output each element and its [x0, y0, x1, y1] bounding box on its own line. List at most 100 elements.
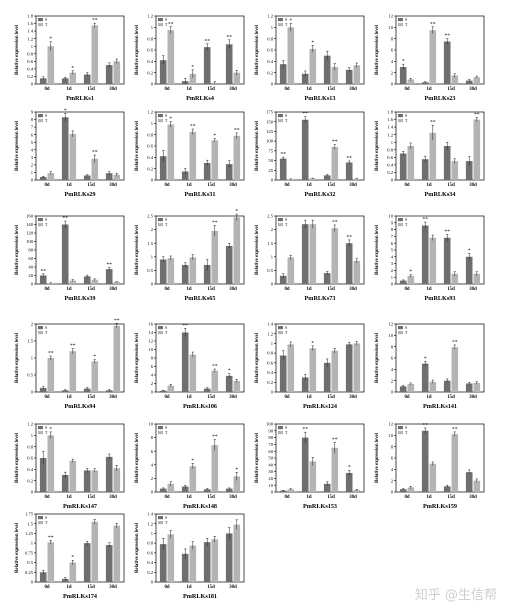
bar-0d-s [39, 275, 47, 284]
x-tick-label: 0d [404, 183, 409, 188]
y-axis-label: Relative expression level [15, 332, 20, 383]
y-tick-label: 0.8 [147, 132, 153, 137]
significance-mark: ** [346, 234, 352, 240]
y-tick-label: 10 [148, 422, 153, 427]
y-tick-label: 0.8 [267, 351, 273, 356]
y-axis-label: Relative expression level [255, 120, 260, 171]
y-tick-label: 0 [31, 282, 34, 287]
y-tick-label: 100 [266, 139, 274, 144]
legend-label: S [285, 218, 287, 222]
significance-mark: * [191, 64, 194, 70]
y-tick-label: 2 [31, 162, 34, 167]
y-tick-label: 0.8 [147, 541, 153, 546]
legend-swatch [38, 23, 43, 27]
y-tick-label: 0.6 [27, 59, 33, 64]
significance-mark: ** [430, 120, 436, 126]
legend-swatch [278, 218, 283, 222]
y-tick-label: 0.6 [147, 48, 153, 53]
legend-swatch [278, 431, 283, 435]
bar-1d-t [429, 463, 437, 492]
axes-frame [155, 215, 245, 285]
x-tick-label: 0d [44, 495, 49, 500]
bar-0d-s [159, 390, 167, 392]
bar-0d-t [407, 275, 415, 284]
chart-pmrlks73: 0 0.5 1 1.5 2 2.5 Relative expression level 0d 1… [255, 214, 365, 302]
y-tick-label: 40 [28, 265, 33, 270]
y-tick-label: 8 [31, 117, 34, 122]
y-tick-label: 2 [391, 268, 394, 273]
bar-1d-t [429, 30, 437, 85]
y-tick-label: 0.6 [147, 144, 153, 149]
x-tick-label: 15d [87, 87, 95, 92]
legend-label: S [165, 18, 167, 22]
bar-1d-t [189, 466, 197, 492]
x-tick-label: 15d [327, 183, 335, 188]
significance-mark: ** [106, 262, 112, 268]
legend-swatch [158, 218, 163, 222]
y-tick-label: 0.5 [147, 268, 153, 273]
chart-pmrlks13: 0 0.2 0.4 0.6 0.8 1 1.2 Relative expression lev… [255, 14, 365, 102]
x-tick-label: 1d [306, 395, 311, 400]
axes-frame [155, 423, 245, 493]
x-tick-label: 1d [186, 287, 191, 292]
bar-1d-t [69, 562, 77, 582]
bar-0d-t [287, 27, 295, 84]
bar-1d-t [429, 237, 437, 284]
significance-mark: * [71, 555, 74, 561]
bar-0d-s [39, 572, 47, 582]
significance-mark: ** [212, 220, 218, 226]
bar-1d-t [69, 351, 77, 392]
significance-mark: ** [302, 427, 308, 433]
legend-label: S [165, 218, 167, 222]
y-tick-label: 0 [391, 282, 394, 287]
bar-15d-s [83, 276, 91, 284]
bar-0d-s [279, 355, 287, 392]
legend-label: S [45, 516, 47, 520]
legend-swatch [38, 521, 43, 525]
bar-1d-s [61, 117, 69, 180]
x-tick-label: 30d [229, 183, 237, 188]
y-tick-label: 0 [151, 580, 154, 585]
y-tick-label: 1.2 [267, 14, 273, 19]
significance-mark: ** [48, 350, 54, 356]
bar-15d-s [203, 388, 211, 392]
y-axis-label: Relative expression level [255, 24, 260, 75]
axes-frame [395, 15, 485, 85]
legend-swatch [38, 114, 43, 118]
panel-pmrlks73: 0 0.5 1 1.5 2 2.5 Relative expression level 0d 1… [248, 210, 368, 306]
bar-30d-t [473, 480, 481, 492]
legend-swatch [38, 18, 43, 22]
y-tick-label: 175 [266, 110, 274, 115]
y-tick-label: 12 [388, 322, 393, 327]
chart-title: PmRLKs32 [305, 191, 336, 198]
y-tick-label: 10 [388, 433, 393, 438]
chart-pmrlks159: 0 2 4 6 8 10 12 Relative expression level 0d 1d 15… [375, 422, 485, 510]
y-tick-label: 10 [388, 333, 393, 338]
legend-swatch [278, 223, 283, 227]
bar-30d-s [465, 256, 473, 284]
axes-frame [275, 111, 365, 181]
y-tick-label: 0 [151, 178, 154, 183]
legend-swatch [158, 223, 163, 227]
bar-15d-t [331, 350, 339, 392]
x-tick-label: 0d [44, 395, 49, 400]
watermark: 知乎 @生信帮 [414, 588, 497, 603]
bar-30d-t [233, 476, 241, 492]
bar-1d-s [301, 119, 309, 180]
x-tick-label: 15d [87, 495, 95, 500]
y-axis-label: Relative expression level [135, 332, 140, 383]
x-tick-label: 30d [109, 585, 117, 590]
bar-0d-t [167, 483, 175, 492]
y-tick-label: 20 [28, 273, 33, 278]
y-tick-label: 7 [31, 125, 34, 130]
legend-swatch [158, 431, 163, 435]
legend-swatch [158, 326, 163, 330]
bar-0d-t [167, 385, 175, 392]
significance-mark: * [424, 356, 427, 362]
y-axis-label: Relative expression level [375, 24, 380, 75]
bar-1d-s [421, 225, 429, 284]
y-tick-label: 25 [268, 168, 273, 173]
bar-30d-s [225, 164, 233, 180]
x-tick-label: 15d [207, 395, 215, 400]
chart-pmrlks106: 0 2 4 6 8 10 12 14 16 Relative expression level 0d… [135, 322, 245, 410]
